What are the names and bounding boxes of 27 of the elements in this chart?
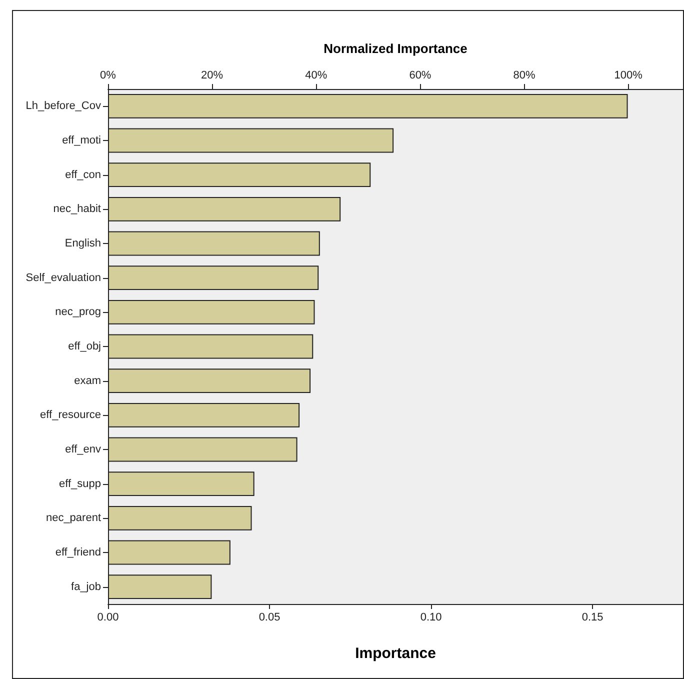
x2-tick-label: 20% [201,70,224,82]
y-tick-label: eff_resource [40,409,101,422]
x2-axis-title: Normalized Importance [324,41,468,56]
y-tick-label: Lh_before_Cov [26,100,102,112]
x2-tick-label: 40% [305,70,328,82]
y-tick-label: exam [74,374,101,387]
x2-tick-label: 60% [409,70,432,82]
x2-tick-label: 100% [614,70,643,82]
x-tick-label: 0.05 [258,612,280,624]
x-tick-label: 0.15 [582,612,604,624]
y-tick-label: eff_con [65,168,101,181]
y-tick-label: eff_moti [62,134,101,146]
x-tick-label: 0.10 [420,612,442,624]
x-tick-label: 0.00 [97,612,119,624]
x2-tick-label: 80% [513,70,536,82]
y-tick-label: eff_obj [68,340,101,352]
y-tick-label: eff_friend [55,546,101,558]
y-tick-label: fa_job [71,580,101,593]
y-tick-label: nec_prog [55,306,101,318]
y-tick-label: English [64,238,101,250]
y-tick-label: nec_parent [46,512,101,524]
x-axis-title: Importance [355,645,436,662]
y-tick-label: eff_env [65,444,102,456]
y-tick-label: Self_evaluation [26,272,101,284]
x2-tick-label: 0% [100,70,116,82]
y-tick-label: eff_supp [58,478,101,490]
y-tick-label: nec_habit [53,203,101,216]
